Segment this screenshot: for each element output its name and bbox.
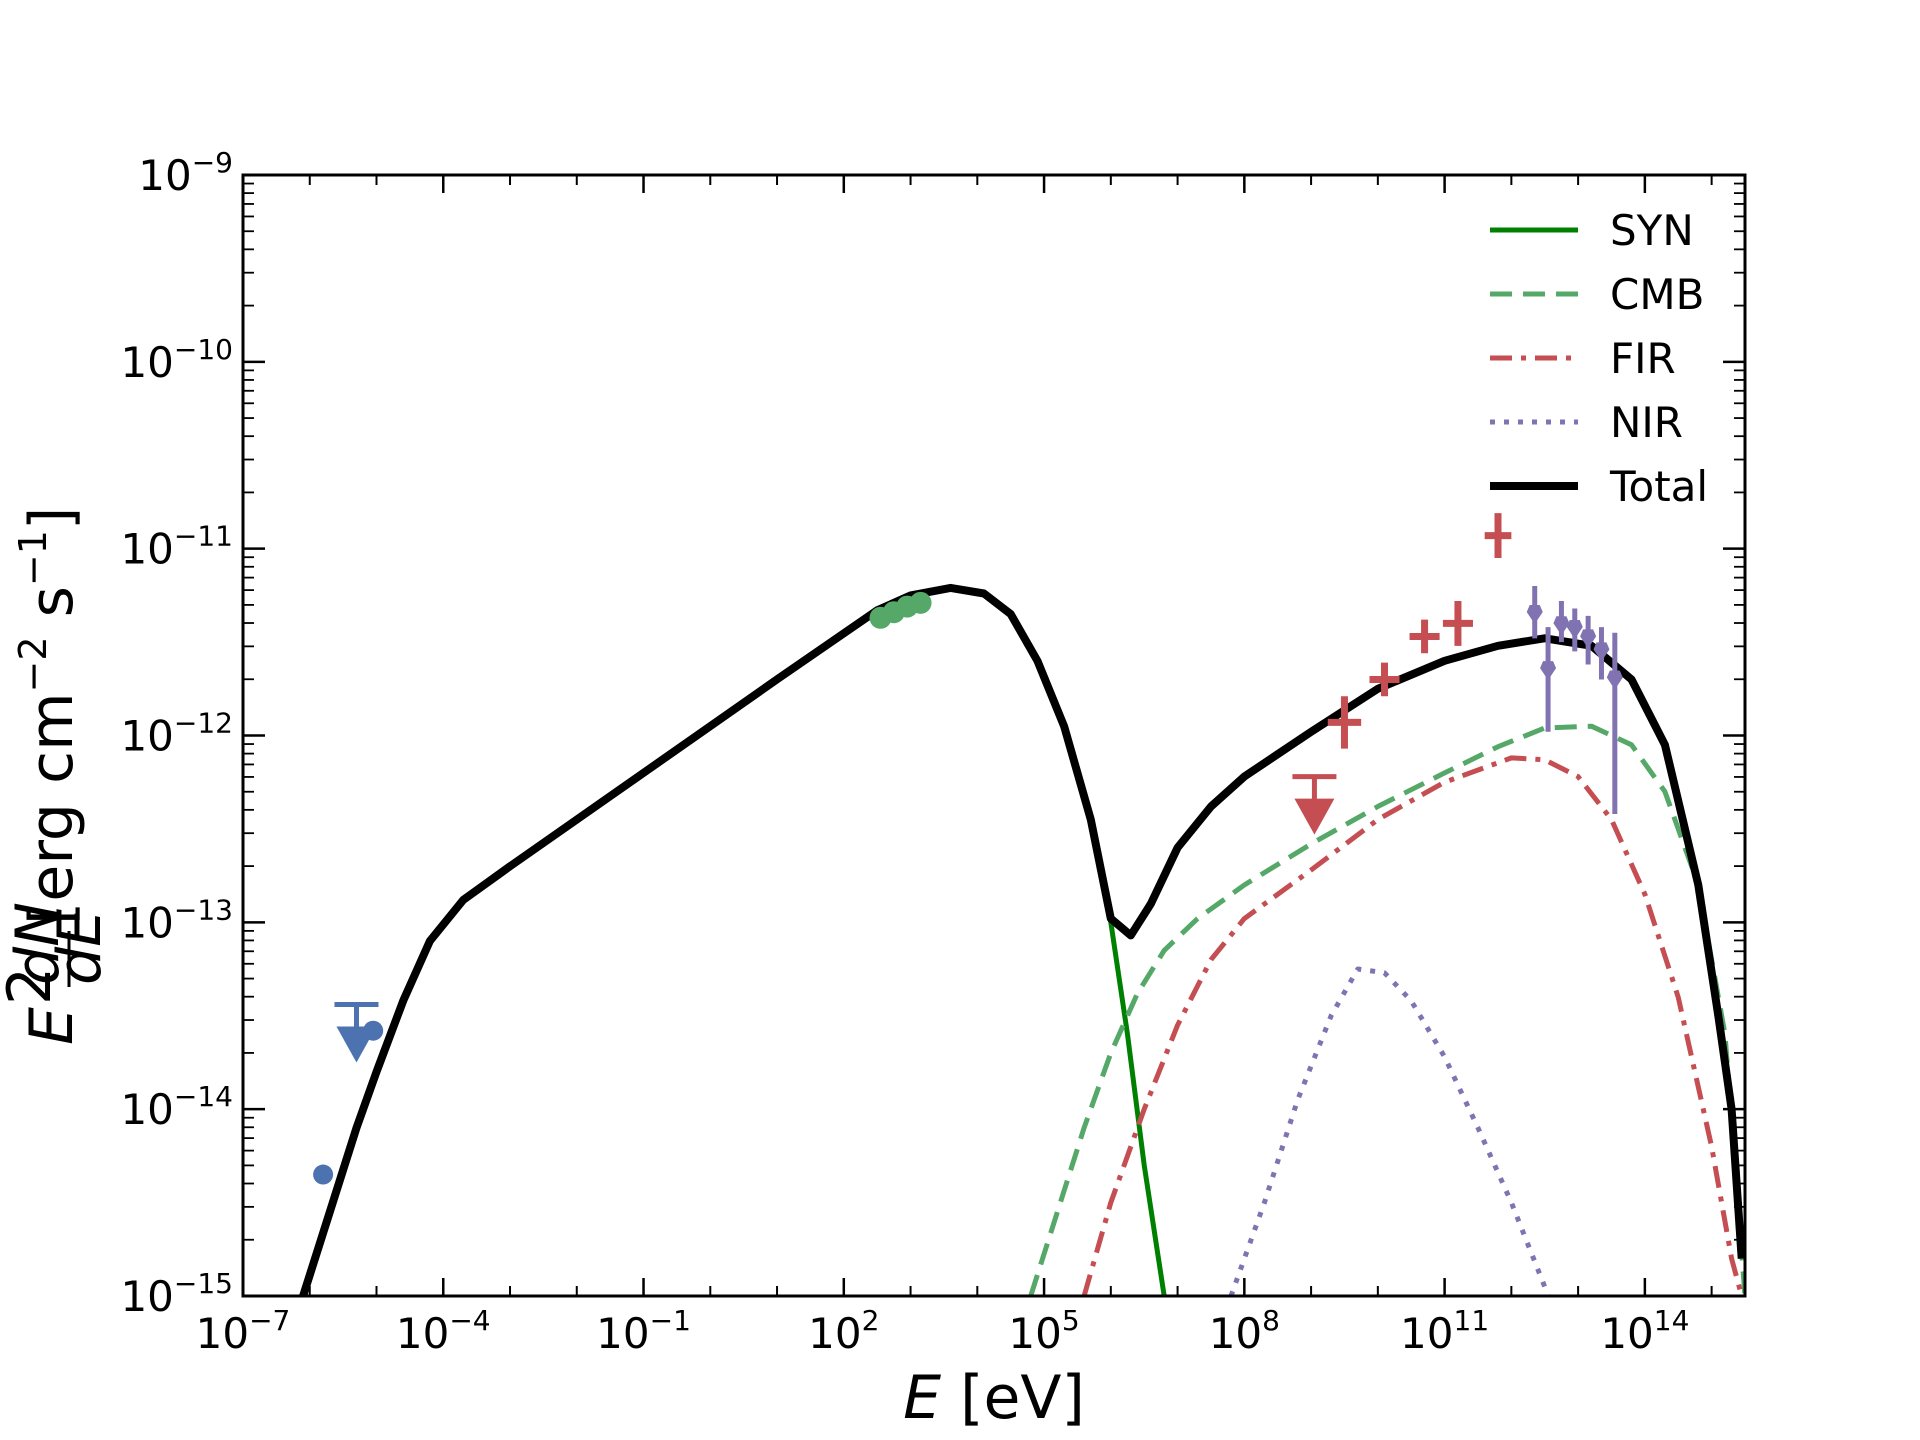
- y-tick-label-exp-2: −11: [174, 520, 233, 553]
- y-tick-label-exp-5: −14: [174, 1080, 233, 1113]
- hess-point-2: [1553, 616, 1570, 636]
- x-tick-label-0: 10−7: [196, 1304, 291, 1358]
- series-line-total: [299, 583, 1745, 1296]
- y-axis-label: E 2 dN dE [erg cm−2 s−1]: [0, 507, 115, 1045]
- x-tick-label-3: 102: [808, 1304, 879, 1358]
- y-tick-label-base-6: 10: [120, 1272, 173, 1321]
- legend-label-nir: NIR: [1610, 398, 1683, 447]
- hess-point-6: [1606, 670, 1623, 690]
- y-tick-label-exp-3: −12: [174, 707, 233, 740]
- x-axis-label-unit: [eV]: [941, 1363, 1085, 1433]
- x-tick-label-exp-3: 2: [862, 1304, 880, 1337]
- y-tick-label-1: 10−10: [120, 333, 233, 387]
- y-axis-label-units-a: [erg cm: [17, 692, 87, 925]
- y-axis-label-exp1: −2: [11, 636, 55, 692]
- y-tick-label-3: 10−12: [120, 707, 233, 761]
- y-axis-label-sq: 2: [0, 967, 65, 1005]
- ticks: 10−7 10−4 10−1 102 105 108 1011 101410−910−1010…: [120, 146, 1745, 1358]
- x-tick-label-4: 105: [1008, 1304, 1079, 1358]
- y-axis-label-exp2: −1: [11, 530, 55, 586]
- series-line-fir: [1081, 755, 1745, 1296]
- radio-point-0: [313, 1164, 334, 1185]
- y-tick-label-2: 10−11: [120, 520, 233, 574]
- x-tick-label-base-1: 10: [396, 1309, 449, 1358]
- x-tick-label-exp-7: 14: [1654, 1304, 1690, 1337]
- axes: [241, 173, 1747, 1298]
- hess-point-5: [1593, 642, 1610, 662]
- y-tick-label-0: 10−9: [138, 146, 233, 200]
- x-tick-label-exp-6: 11: [1454, 1304, 1490, 1337]
- x-tick-label-2: 10−1: [596, 1304, 691, 1358]
- legend: SYN CMB FIR NIR Total: [1490, 206, 1708, 511]
- fermi-upper-limit-arrow-0: [1294, 798, 1335, 835]
- x-axis-label: E [eV]: [903, 1363, 1085, 1433]
- y-axis-label-den: dE: [45, 909, 115, 985]
- y-axis-label-e: E: [17, 1007, 87, 1045]
- x-tick-label-1: 10−4: [396, 1304, 491, 1358]
- series-layer: [299, 583, 1745, 1296]
- y-tick-label-base-4: 10: [120, 898, 173, 947]
- series-line-nir: [1228, 966, 1551, 1296]
- y-tick-label-base-1: 10: [120, 338, 173, 387]
- legend-label-fir: FIR: [1610, 334, 1676, 383]
- x-tick-label-6: 1011: [1400, 1304, 1489, 1358]
- x-tick-label-exp-2: −1: [650, 1304, 691, 1337]
- y-axis-label-units-b: s: [17, 586, 87, 636]
- data-points-layer: [313, 513, 1623, 1185]
- y-tick-label-4: 10−13: [120, 893, 233, 947]
- x-tick-label-base-6: 10: [1400, 1309, 1453, 1358]
- y-axis-label-num: dN: [3, 902, 73, 985]
- hess-point-4: [1580, 629, 1597, 649]
- hess-point-1: [1540, 661, 1557, 681]
- y-tick-label-exp-6: −15: [174, 1267, 233, 1300]
- series-line-cmb: [1028, 723, 1745, 1296]
- x-tick-label-exp-5: 8: [1262, 1304, 1280, 1337]
- plot-frame: [241, 173, 1747, 1298]
- y-axis-label-units-c: ]: [17, 507, 87, 530]
- xray-point-3: [909, 591, 932, 614]
- y-tick-label-exp-4: −13: [174, 893, 233, 926]
- y-tick-label-base-2: 10: [120, 525, 173, 574]
- hess-point-0: [1526, 605, 1543, 625]
- x-tick-label-7: 1014: [1600, 1304, 1689, 1358]
- radio-upper-limit-arrow-0: [336, 1026, 377, 1063]
- y-tick-label-base-5: 10: [120, 1085, 173, 1134]
- legend-label-cmb: CMB: [1610, 270, 1704, 319]
- legend-label-total: Total: [1609, 462, 1708, 511]
- x-tick-label-exp-1: −4: [449, 1304, 490, 1337]
- x-tick-label-base-2: 10: [596, 1309, 649, 1358]
- x-tick-label-base-7: 10: [1600, 1309, 1653, 1358]
- x-tick-label-base-3: 10: [808, 1309, 861, 1358]
- x-tick-label-base-5: 10: [1209, 1309, 1262, 1358]
- y-tick-label-5: 10−14: [120, 1080, 233, 1134]
- x-axis-label-symbol: E: [903, 1363, 941, 1433]
- hess-point-3: [1566, 620, 1583, 640]
- x-tick-label-base-4: 10: [1008, 1309, 1061, 1358]
- y-tick-label-exp-0: −9: [192, 146, 233, 179]
- y-tick-label-exp-1: −10: [174, 333, 233, 366]
- x-tick-label-5: 108: [1209, 1304, 1280, 1358]
- x-tick-label-exp-4: 5: [1062, 1304, 1080, 1337]
- y-tick-label-6: 10−15: [120, 1267, 233, 1321]
- legend-label-syn: SYN: [1610, 206, 1694, 255]
- y-tick-label-base-3: 10: [120, 712, 173, 761]
- x-tick-label-base-0: 10: [196, 1309, 249, 1358]
- x-tick-label-exp-0: −7: [249, 1304, 290, 1337]
- y-tick-label-base-0: 10: [138, 151, 191, 200]
- y-axis-label-units: [erg cm−2 s−1]: [11, 507, 87, 925]
